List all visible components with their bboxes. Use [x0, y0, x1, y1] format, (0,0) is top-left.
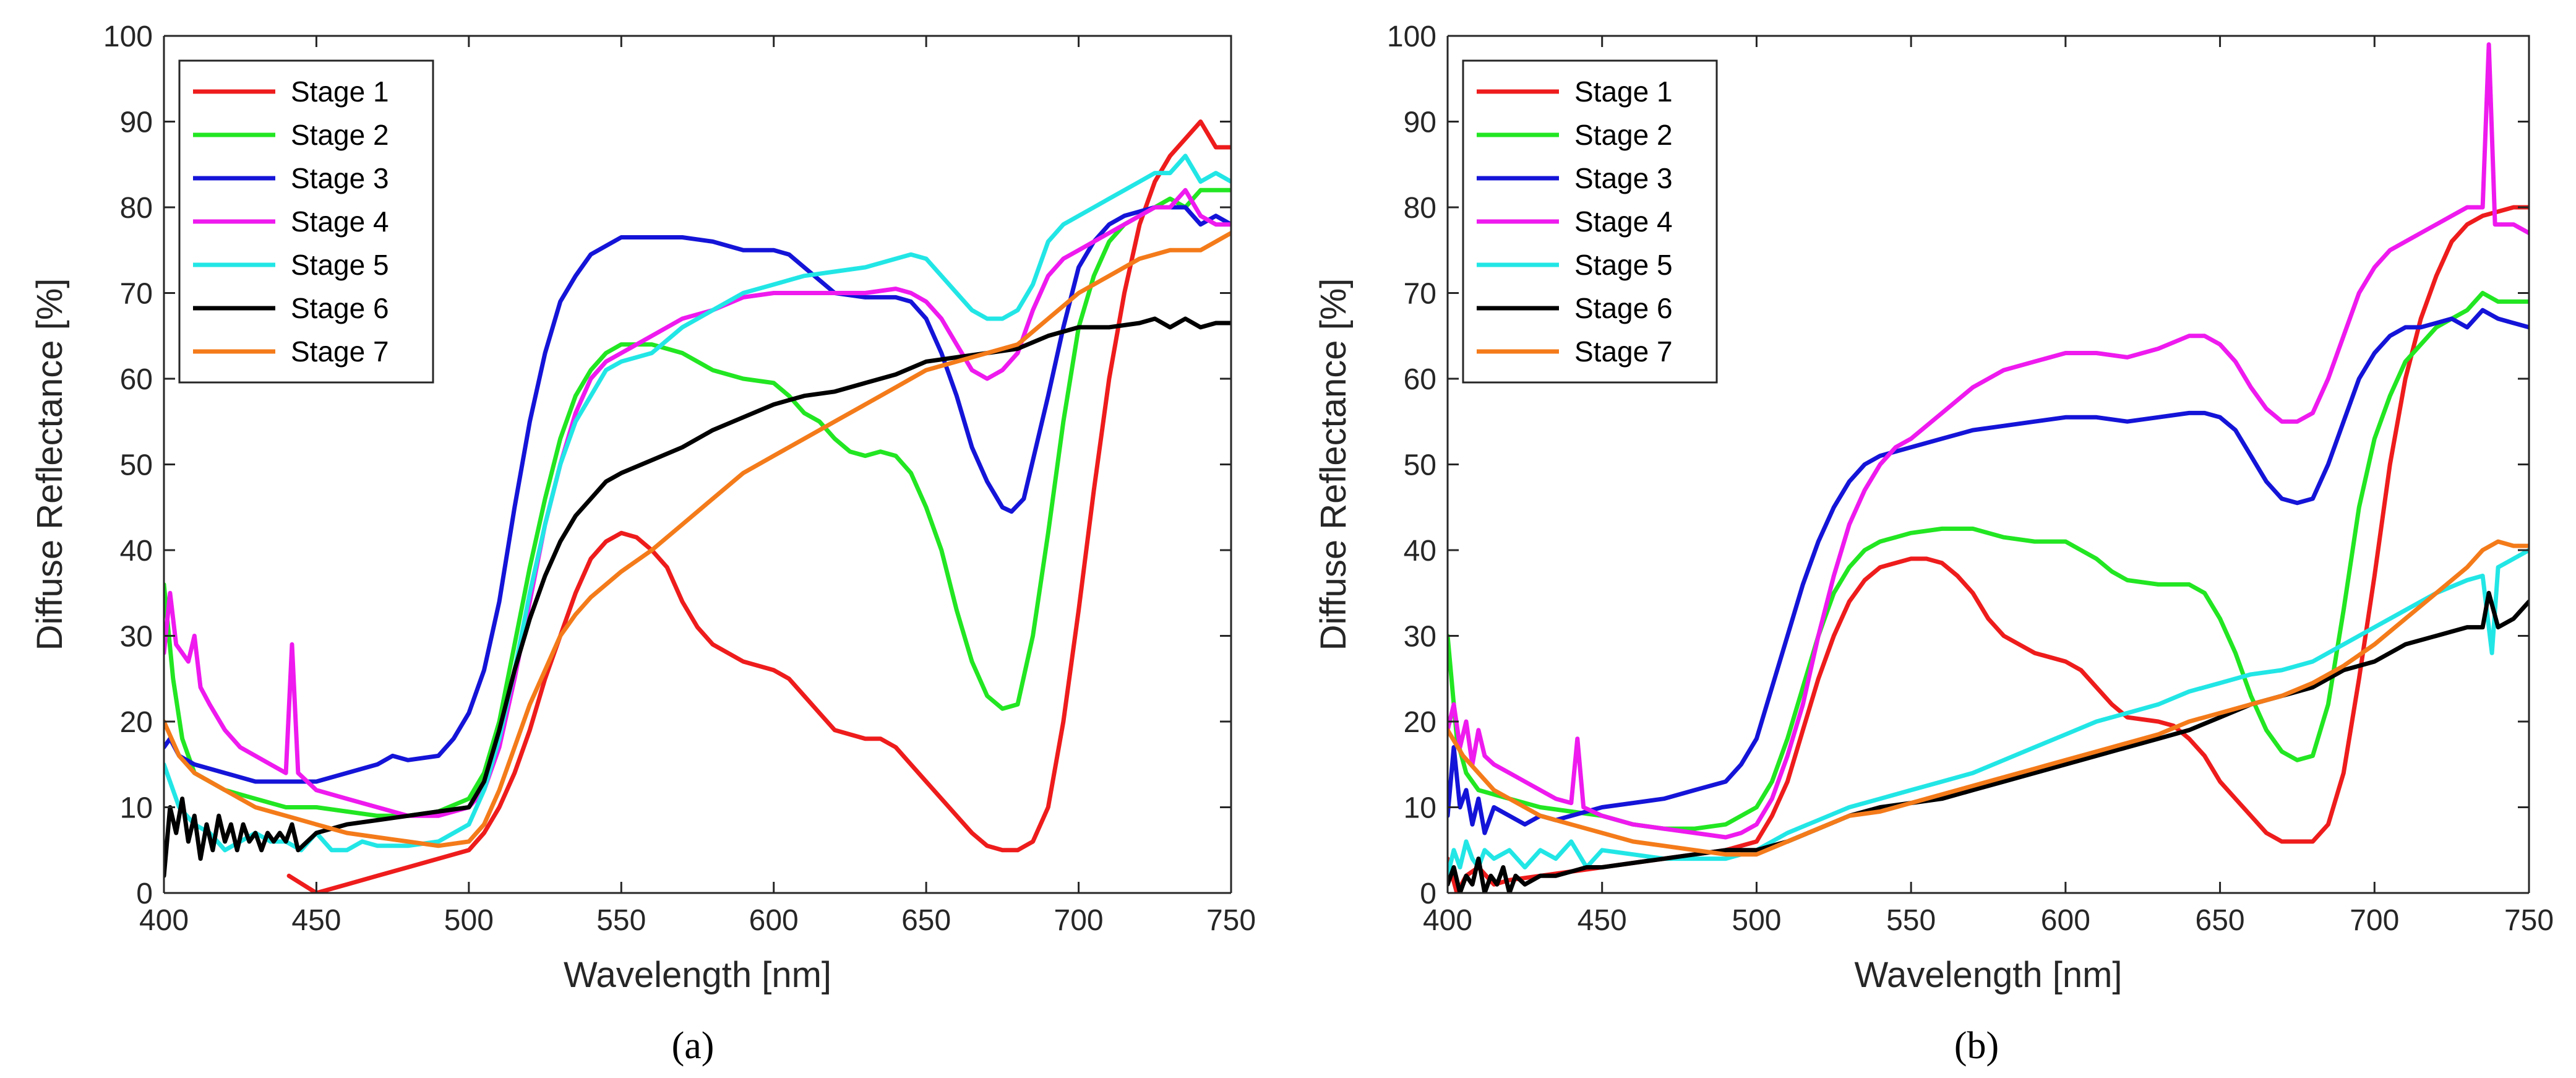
legend-label-stage-5: Stage 5 — [1574, 249, 1673, 281]
y-tick-label: 60 — [1404, 363, 1436, 396]
y-tick-label: 30 — [1404, 621, 1436, 653]
y-tick-label: 90 — [1404, 106, 1436, 139]
legend-label-stage-1: Stage 1 — [1574, 75, 1673, 108]
x-tick-label: 450 — [291, 904, 341, 937]
y-tick-label: 0 — [136, 877, 153, 910]
y-tick-label: 70 — [1404, 278, 1436, 311]
panel-a: 400 450 500 550 600 650 700 750 0 10 20 30 40 50 60 70 8… — [30, 20, 1256, 1067]
panel-caption: (b) — [1954, 1025, 1999, 1067]
x-tick-label: 750 — [1206, 904, 1256, 937]
legend-label-stage-1: Stage 1 — [291, 75, 389, 108]
y-tick-label: 50 — [1404, 449, 1436, 482]
y-tick-label: 20 — [1404, 706, 1436, 739]
y-tick-label: 50 — [120, 449, 153, 482]
x-axis-label: Wavelength [nm] — [564, 955, 831, 995]
x-tick-label: 400 — [1423, 904, 1472, 937]
legend-label-stage-2: Stage 2 — [291, 119, 389, 151]
x-tick-label: 700 — [2350, 904, 2399, 937]
legend-label-stage-5: Stage 5 — [291, 249, 389, 281]
legend-label-stage-4: Stage 4 — [291, 205, 389, 238]
legend-label-stage-7: Stage 7 — [1574, 335, 1673, 368]
y-tick-label: 60 — [120, 363, 153, 396]
x-tick-label: 600 — [749, 904, 799, 937]
y-tick-label: 90 — [120, 106, 153, 139]
series-line-stage-7 — [164, 231, 1231, 848]
y-tick-label: 100 — [1387, 20, 1436, 53]
legend-label-stage-4: Stage 4 — [1574, 205, 1673, 238]
y-axis-label: Diffuse Reflectance [%] — [1313, 278, 1354, 651]
x-tick-label: 550 — [596, 904, 646, 937]
series-line-stage-4 — [1448, 42, 2529, 840]
x-tick-label: 650 — [2196, 904, 2245, 937]
y-tick-label: 10 — [120, 792, 153, 825]
x-tick-label: 550 — [1886, 904, 1936, 937]
x-tick-label: 500 — [444, 904, 494, 937]
x-tick-label: 700 — [1054, 904, 1104, 937]
x-tick-label: 750 — [2504, 904, 2554, 937]
legend-label-stage-3: Stage 3 — [291, 162, 389, 194]
x-tick-label: 650 — [901, 904, 951, 937]
y-tick-label: 40 — [1404, 535, 1436, 567]
y-tick-label: 70 — [120, 278, 153, 311]
legend-label-stage-3: Stage 3 — [1574, 162, 1673, 194]
x-tick-label: 500 — [1732, 904, 1781, 937]
x-tick-label: 450 — [1578, 904, 1627, 937]
legend-label-stage-2: Stage 2 — [1574, 119, 1673, 151]
legend-label-stage-6: Stage 6 — [291, 292, 389, 324]
legend-label-stage-6: Stage 6 — [1574, 292, 1673, 324]
y-tick-label: 80 — [1404, 192, 1436, 225]
series-line-stage-1 — [286, 119, 1231, 893]
series-line-stage-3 — [164, 205, 1231, 784]
y-tick-label: 30 — [120, 621, 153, 653]
x-axis-label: Wavelength [nm] — [1854, 955, 2122, 995]
series-line-stage-5 — [1448, 548, 2529, 878]
y-tick-label: 20 — [120, 706, 153, 739]
y-axis-label: Diffuse Reflectance [%] — [30, 278, 70, 651]
y-tick-label: 100 — [103, 20, 153, 53]
series-line-stage-4 — [164, 188, 1231, 818]
y-tick-label: 10 — [1404, 792, 1436, 825]
series-line-stage-6 — [164, 316, 1231, 878]
x-tick-label: 600 — [2041, 904, 2090, 937]
y-tick-label: 40 — [120, 535, 153, 567]
legend-label-stage-7: Stage 7 — [291, 335, 389, 368]
panel-caption: (a) — [672, 1025, 715, 1067]
series-line-stage-7 — [1448, 539, 2529, 857]
x-tick-label: 400 — [139, 904, 189, 937]
panel-b: 400 450 500 550 600 650 700 750 0 10 20 30 40 50 60 70 8… — [1313, 20, 2554, 1067]
y-tick-label: 0 — [1420, 877, 1436, 910]
y-tick-label: 80 — [120, 192, 153, 225]
